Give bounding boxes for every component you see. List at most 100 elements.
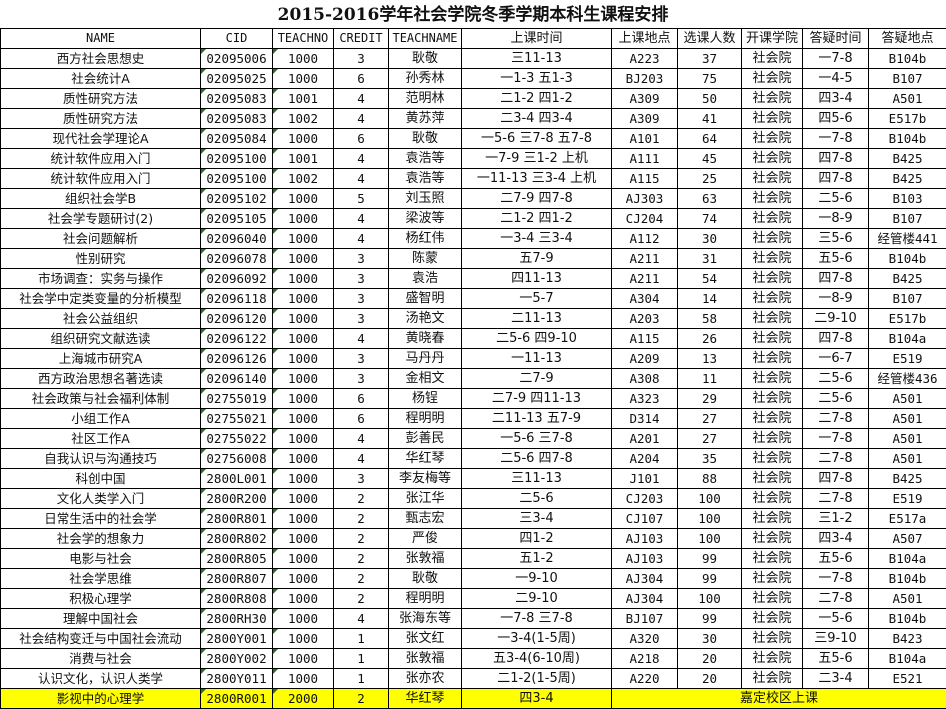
cell-office-location[interactable]: B104a (869, 549, 946, 569)
cell-office-hours[interactable]: 二5-6 (803, 389, 869, 409)
cell-class-time[interactable]: 四3-4 (462, 689, 612, 709)
cell-school[interactable]: 社会院 (742, 269, 803, 289)
cell-school[interactable]: 社会院 (742, 229, 803, 249)
cell-class-location[interactable]: CJ107 (612, 509, 678, 529)
cell-class-time[interactable]: 一5-6 三7-8 (462, 429, 612, 449)
cell-school[interactable]: 社会院 (742, 89, 803, 109)
cell-office-hours[interactable]: 二7-8 (803, 449, 869, 469)
cell-cid[interactable]: 02755019 (201, 389, 273, 409)
cell-office-location[interactable]: A501 (869, 429, 946, 449)
cell-class-time[interactable]: 二11-13 (462, 309, 612, 329)
cell-cid[interactable]: 2800R001 (201, 689, 273, 709)
cell-school[interactable]: 社会院 (742, 149, 803, 169)
cell-teachname[interactable]: 耿敬 (389, 569, 462, 589)
cell-class-location[interactable]: A323 (612, 389, 678, 409)
cell-teachno[interactable]: 1000 (273, 549, 334, 569)
cell-credit[interactable]: 4 (334, 449, 389, 469)
cell-teachno[interactable]: 1000 (273, 609, 334, 629)
cell-teachname[interactable]: 张江华 (389, 489, 462, 509)
cell-teachno[interactable]: 2000 (273, 689, 334, 709)
cell-cid[interactable]: 02096078 (201, 249, 273, 269)
cell-office-hours[interactable]: 四3-4 (803, 89, 869, 109)
cell-teachname[interactable]: 杨锃 (389, 389, 462, 409)
cell-enrollment[interactable]: 31 (678, 249, 742, 269)
cell-office-location[interactable]: B425 (869, 469, 946, 489)
cell-cid[interactable]: 02096122 (201, 329, 273, 349)
cell-teachno[interactable]: 1000 (273, 429, 334, 449)
cell-teachname[interactable]: 程明明 (389, 589, 462, 609)
cell-credit[interactable]: 3 (334, 349, 389, 369)
cell-class-location[interactable]: A211 (612, 269, 678, 289)
cell-name[interactable]: 社会问题解析 (1, 229, 201, 249)
cell-office-hours[interactable]: 四7-8 (803, 269, 869, 289)
cell-cid[interactable]: 02095105 (201, 209, 273, 229)
cell-cid[interactable]: 02756008 (201, 449, 273, 469)
cell-enrollment[interactable]: 20 (678, 669, 742, 689)
cell-teachno[interactable]: 1000 (273, 569, 334, 589)
cell-school[interactable]: 社会院 (742, 429, 803, 449)
cell-credit[interactable]: 2 (334, 509, 389, 529)
cell-enrollment[interactable]: 14 (678, 289, 742, 309)
cell-teachno[interactable]: 1000 (273, 589, 334, 609)
cell-teachno[interactable]: 1000 (273, 449, 334, 469)
cell-teachname[interactable]: 汤艳文 (389, 309, 462, 329)
cell-enrollment[interactable]: 37 (678, 49, 742, 69)
cell-enrollment[interactable]: 58 (678, 309, 742, 329)
cell-class-location[interactable]: A304 (612, 289, 678, 309)
cell-cid[interactable]: 02096040 (201, 229, 273, 249)
cell-class-time[interactable]: 二1-2 四1-2 (462, 89, 612, 109)
cell-class-location[interactable]: A309 (612, 89, 678, 109)
cell-office-location[interactable]: B104a (869, 649, 946, 669)
cell-office-hours[interactable]: 二9-10 (803, 309, 869, 329)
cell-enrollment[interactable]: 100 (678, 509, 742, 529)
cell-cid[interactable]: 2800R200 (201, 489, 273, 509)
cell-teachname[interactable]: 袁浩 (389, 269, 462, 289)
cell-enrollment[interactable]: 64 (678, 129, 742, 149)
cell-enrollment[interactable]: 99 (678, 569, 742, 589)
cell-class-location[interactable]: A308 (612, 369, 678, 389)
cell-class-location[interactable]: BJ203 (612, 69, 678, 89)
cell-teachname[interactable]: 陈蒙 (389, 249, 462, 269)
cell-credit[interactable]: 4 (334, 329, 389, 349)
cell-class-time[interactable]: 四11-13 (462, 269, 612, 289)
cell-credit[interactable]: 4 (334, 109, 389, 129)
cell-credit[interactable]: 4 (334, 429, 389, 449)
cell-enrollment[interactable]: 63 (678, 189, 742, 209)
cell-class-time[interactable]: 二5-6 (462, 489, 612, 509)
cell-office-hours[interactable]: 二7-8 (803, 409, 869, 429)
cell-enrollment[interactable]: 29 (678, 389, 742, 409)
cell-enrollment[interactable]: 25 (678, 169, 742, 189)
cell-office-location[interactable]: B107 (869, 69, 946, 89)
cell-credit[interactable]: 2 (334, 489, 389, 509)
cell-class-time[interactable]: 二7-9 (462, 369, 612, 389)
cell-enrollment[interactable]: 74 (678, 209, 742, 229)
cell-name[interactable]: 社会结构变迁与中国社会流动 (1, 629, 201, 649)
cell-class-location[interactable]: D314 (612, 409, 678, 429)
cell-school[interactable]: 社会院 (742, 389, 803, 409)
cell-cid[interactable]: 02096092 (201, 269, 273, 289)
cell-name[interactable]: 影视中的心理学 (1, 689, 201, 709)
cell-office-hours[interactable]: 二5-6 (803, 369, 869, 389)
cell-class-location[interactable]: A203 (612, 309, 678, 329)
cell-office-hours[interactable]: 四7-8 (803, 149, 869, 169)
cell-enrollment[interactable]: 13 (678, 349, 742, 369)
cell-enrollment[interactable]: 30 (678, 229, 742, 249)
cell-office-hours[interactable]: 四7-8 (803, 329, 869, 349)
cell-class-time[interactable]: 二7-9 四11-13 (462, 389, 612, 409)
cell-school[interactable]: 社会院 (742, 529, 803, 549)
cell-teachname[interactable]: 范明林 (389, 89, 462, 109)
cell-class-time[interactable]: 一1-3 五1-3 (462, 69, 612, 89)
cell-office-location[interactable]: B104b (869, 49, 946, 69)
cell-school[interactable]: 社会院 (742, 309, 803, 329)
cell-name[interactable]: 西方社会思想史 (1, 49, 201, 69)
cell-enrollment[interactable]: 88 (678, 469, 742, 489)
cell-class-time[interactable]: 一11-13 三3-4 上机 (462, 169, 612, 189)
cell-teachname[interactable]: 张敦福 (389, 549, 462, 569)
cell-office-location[interactable]: B104b (869, 129, 946, 149)
cell-enrollment[interactable]: 30 (678, 629, 742, 649)
cell-class-location[interactable]: CJ204 (612, 209, 678, 229)
cell-school[interactable]: 社会院 (742, 129, 803, 149)
cell-enrollment[interactable]: 100 (678, 489, 742, 509)
cell-class-time[interactable]: 三11-13 (462, 469, 612, 489)
cell-teachname[interactable]: 华红琴 (389, 449, 462, 469)
